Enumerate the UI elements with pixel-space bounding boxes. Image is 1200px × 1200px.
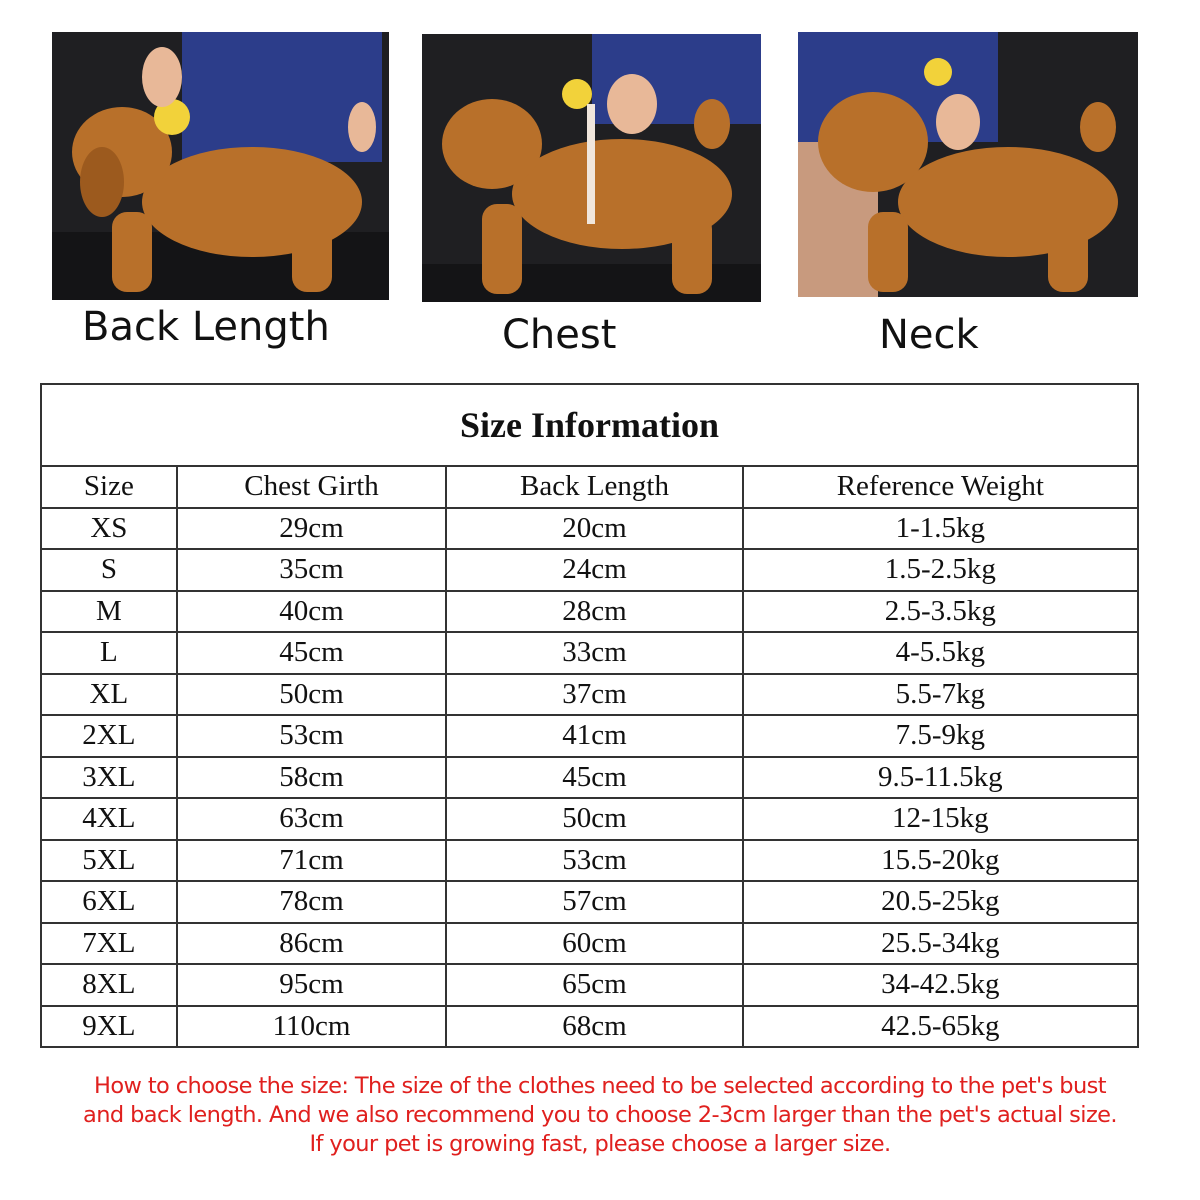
cell-size: 7XL bbox=[40, 921, 178, 965]
cell-back-length: 24cm bbox=[445, 548, 744, 592]
table-row: L 45cm 33cm 4-5.5kg bbox=[40, 631, 1140, 675]
table-title: Size Information bbox=[40, 383, 1139, 467]
table-row: 6XL 78cm 57cm 20.5-25kg bbox=[40, 880, 1140, 924]
cell-chest-girth: 29cm bbox=[175, 506, 448, 550]
table-row: 4XL 63cm 50cm 12-15kg bbox=[40, 797, 1140, 841]
cell-size: L bbox=[40, 631, 178, 675]
cell-reference-weight: 25.5-34kg bbox=[741, 921, 1140, 965]
table-row: 2XL 53cm 41cm 7.5-9kg bbox=[40, 714, 1140, 758]
cell-reference-weight: 12-15kg bbox=[741, 797, 1140, 841]
cell-chest-girth: 86cm bbox=[175, 921, 448, 965]
cell-reference-weight: 15.5-20kg bbox=[741, 838, 1140, 882]
cell-size: 6XL bbox=[40, 880, 178, 924]
cell-back-length: 53cm bbox=[445, 838, 744, 882]
cell-chest-girth: 63cm bbox=[175, 797, 448, 841]
cell-back-length: 33cm bbox=[445, 631, 744, 675]
note-line: How to choose the size: The size of the … bbox=[94, 1073, 1107, 1099]
cell-chest-girth: 71cm bbox=[175, 838, 448, 882]
cell-back-length: 41cm bbox=[445, 714, 744, 758]
table-row: 5XL 71cm 53cm 15.5-20kg bbox=[40, 838, 1140, 882]
caption-chest: Chest bbox=[502, 312, 617, 358]
cell-reference-weight: 42.5-65kg bbox=[741, 1004, 1140, 1048]
cell-back-length: 28cm bbox=[445, 589, 744, 633]
size-table: Size Information Size Chest Girth Back L… bbox=[40, 383, 1140, 1048]
note-line: and back length. And we also recommend y… bbox=[83, 1102, 1118, 1128]
cell-chest-girth: 110cm bbox=[175, 1004, 448, 1048]
caption-back-length: Back Length bbox=[82, 304, 330, 350]
cell-chest-girth: 35cm bbox=[175, 548, 448, 592]
cell-chest-girth: 40cm bbox=[175, 589, 448, 633]
cell-chest-girth: 78cm bbox=[175, 880, 448, 924]
cell-chest-girth: 50cm bbox=[175, 672, 448, 716]
cell-chest-girth: 45cm bbox=[175, 631, 448, 675]
cell-back-length: 37cm bbox=[445, 672, 744, 716]
table-row: XS 29cm 20cm 1-1.5kg bbox=[40, 506, 1140, 550]
cell-size: XL bbox=[40, 672, 178, 716]
table-row: 8XL 95cm 65cm 34-42.5kg bbox=[40, 963, 1140, 1007]
table-row: 3XL 58cm 45cm 9.5-11.5kg bbox=[40, 755, 1140, 799]
cell-reference-weight: 1.5-2.5kg bbox=[741, 548, 1140, 592]
header-chest-girth: Chest Girth bbox=[175, 465, 448, 509]
table-row: XL 50cm 37cm 5.5-7kg bbox=[40, 672, 1140, 716]
cell-reference-weight: 34-42.5kg bbox=[741, 963, 1140, 1007]
cell-size: 3XL bbox=[40, 755, 178, 799]
cell-reference-weight: 2.5-3.5kg bbox=[741, 589, 1140, 633]
cell-reference-weight: 9.5-11.5kg bbox=[741, 755, 1140, 799]
table-row: 7XL 86cm 60cm 25.5-34kg bbox=[40, 921, 1140, 965]
table-row: 9XL 110cm 68cm 42.5-65kg bbox=[40, 1004, 1140, 1048]
cell-back-length: 45cm bbox=[445, 755, 744, 799]
table-row: M 40cm 28cm 2.5-3.5kg bbox=[40, 589, 1140, 633]
cell-reference-weight: 4-5.5kg bbox=[741, 631, 1140, 675]
cell-size: 8XL bbox=[40, 963, 178, 1007]
cell-back-length: 65cm bbox=[445, 963, 744, 1007]
photo-chest bbox=[422, 34, 761, 302]
header-back-length: Back Length bbox=[445, 465, 744, 509]
cell-size: 2XL bbox=[40, 714, 178, 758]
cell-back-length: 68cm bbox=[445, 1004, 744, 1048]
cell-size: 4XL bbox=[40, 797, 178, 841]
cell-chest-girth: 53cm bbox=[175, 714, 448, 758]
cell-back-length: 50cm bbox=[445, 797, 744, 841]
size-advice-note: How to choose the size: The size of the … bbox=[0, 1072, 1200, 1159]
note-line: If your pet is growing fast, please choo… bbox=[309, 1131, 891, 1157]
dog-measure-back-image bbox=[52, 32, 389, 300]
cell-back-length: 60cm bbox=[445, 921, 744, 965]
photo-back-length bbox=[52, 32, 389, 300]
cell-back-length: 20cm bbox=[445, 506, 744, 550]
table-row: S 35cm 24cm 1.5-2.5kg bbox=[40, 548, 1140, 592]
cell-back-length: 57cm bbox=[445, 880, 744, 924]
cell-size: 9XL bbox=[40, 1004, 178, 1048]
cell-reference-weight: 1-1.5kg bbox=[741, 506, 1140, 550]
header-row: Size Chest Girth Back Length Reference W… bbox=[40, 465, 1140, 509]
cell-reference-weight: 20.5-25kg bbox=[741, 880, 1140, 924]
cell-chest-girth: 95cm bbox=[175, 963, 448, 1007]
cell-size: S bbox=[40, 548, 178, 592]
caption-neck: Neck bbox=[879, 312, 979, 358]
cell-chest-girth: 58cm bbox=[175, 755, 448, 799]
header-reference-weight: Reference Weight bbox=[741, 465, 1140, 509]
header-size: Size bbox=[40, 465, 178, 509]
cell-size: 5XL bbox=[40, 838, 178, 882]
cell-reference-weight: 7.5-9kg bbox=[741, 714, 1140, 758]
dog-measure-neck-image bbox=[798, 32, 1138, 297]
cell-size: XS bbox=[40, 506, 178, 550]
cell-size: M bbox=[40, 589, 178, 633]
dog-measure-chest-image bbox=[422, 34, 761, 302]
cell-reference-weight: 5.5-7kg bbox=[741, 672, 1140, 716]
photo-neck bbox=[798, 32, 1138, 297]
